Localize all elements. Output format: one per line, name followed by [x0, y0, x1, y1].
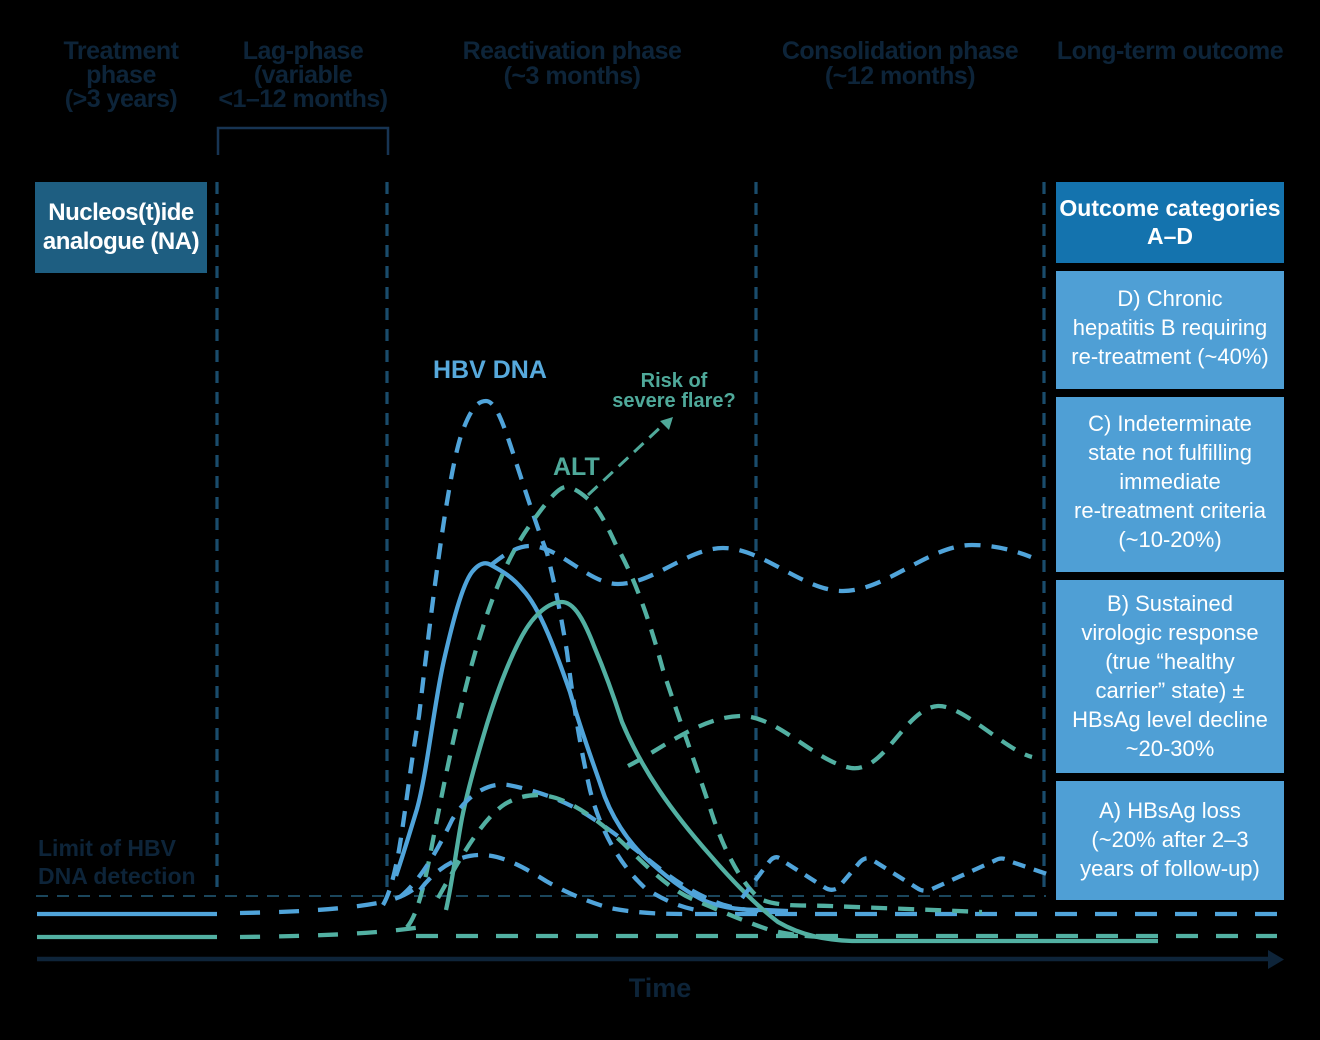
svg-text:Nucleos(t)ide: Nucleos(t)ide [48, 199, 194, 226]
svg-text:virologic response: virologic response [1081, 620, 1258, 645]
svg-text:(~3 months): (~3 months) [504, 62, 641, 90]
svg-text:Consolidation phase: Consolidation phase [782, 37, 1019, 65]
svg-text:Risk of: Risk of [641, 370, 708, 392]
svg-text:phase: phase [86, 61, 156, 89]
svg-text:(~12 months): (~12 months) [825, 62, 975, 90]
svg-text:~20-30%: ~20-30% [1126, 736, 1215, 761]
svg-text:C) Indeterminate: C) Indeterminate [1088, 411, 1252, 436]
svg-text:A) HBsAg loss: A) HBsAg loss [1099, 798, 1241, 823]
svg-text:Reactivation phase: Reactivation phase [463, 37, 682, 65]
svg-text:DNA detection: DNA detection [38, 863, 196, 889]
svg-text:Long-term outcome: Long-term outcome [1057, 37, 1284, 65]
svg-text:Lag-phase: Lag-phase [243, 37, 364, 65]
svg-text:immediate: immediate [1119, 469, 1220, 494]
svg-text:hepatitis B requiring: hepatitis B requiring [1073, 315, 1267, 340]
svg-text:HBV DNA: HBV DNA [433, 356, 547, 384]
svg-text:Limit of HBV: Limit of HBV [38, 835, 177, 861]
svg-text:D) Chronic: D) Chronic [1117, 286, 1222, 311]
svg-text:HBsAg level decline: HBsAg level decline [1072, 707, 1268, 732]
svg-text:<1–12 months): <1–12 months) [218, 85, 387, 113]
svg-text:ALT: ALT [553, 453, 600, 481]
svg-text:(true “healthy: (true “healthy [1105, 649, 1235, 674]
svg-text:A–D: A–D [1147, 223, 1193, 249]
svg-text:(>3 years): (>3 years) [65, 85, 178, 113]
svg-text:Treatment: Treatment [64, 37, 180, 65]
svg-text:(variable: (variable [254, 61, 353, 89]
svg-text:state not fulfilling: state not fulfilling [1088, 440, 1252, 465]
svg-text:Outcome categories: Outcome categories [1059, 195, 1280, 221]
svg-text:B) Sustained: B) Sustained [1107, 591, 1233, 616]
svg-text:carrier” state) ±: carrier” state) ± [1096, 678, 1245, 703]
svg-text:severe flare?: severe flare? [612, 390, 735, 412]
svg-text:re-treatment (~40%): re-treatment (~40%) [1071, 344, 1268, 369]
svg-text:(~20% after 2–3: (~20% after 2–3 [1091, 827, 1248, 852]
svg-text:Time: Time [629, 973, 692, 1003]
svg-text:analogue (NA): analogue (NA) [43, 228, 199, 255]
svg-text:(~10-20%): (~10-20%) [1118, 527, 1221, 552]
svg-text:re-treatment criteria: re-treatment criteria [1074, 498, 1267, 523]
svg-text:years of follow-up): years of follow-up) [1080, 856, 1260, 881]
